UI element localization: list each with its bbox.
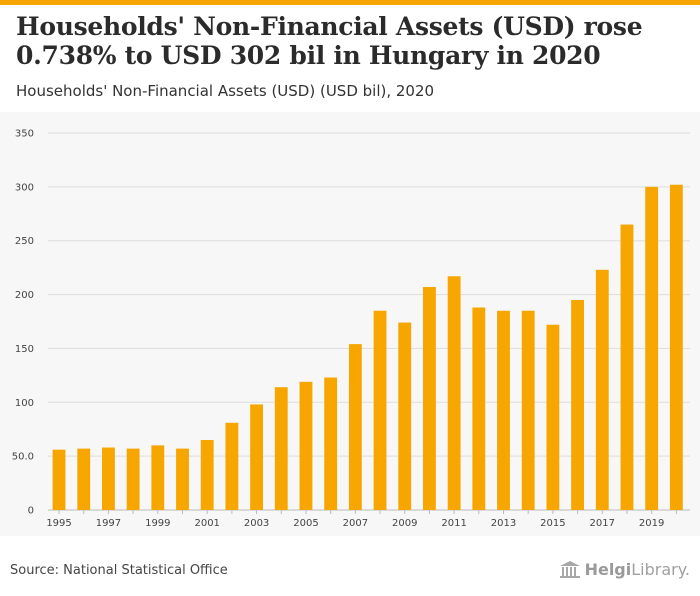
x-tick-label: 1997: [96, 518, 121, 529]
logo-text-bold: Helgi: [584, 560, 632, 579]
bar: [645, 186, 659, 510]
y-tick-label: 300: [15, 182, 34, 193]
x-tick-label: 2001: [194, 518, 219, 529]
bar: [225, 422, 239, 510]
bar: [102, 447, 115, 510]
y-tick-label: 200: [15, 290, 34, 301]
bar: [299, 381, 313, 510]
chart-title: Households' Non-Financial Assets (USD) r…: [16, 12, 643, 70]
bar: [126, 448, 140, 510]
x-tick-label: 2017: [590, 518, 615, 529]
bar: [497, 310, 510, 510]
x-tick-label: 1999: [145, 518, 170, 529]
bar: [521, 310, 535, 510]
y-tick-label: 100: [15, 398, 34, 409]
bar: [669, 184, 683, 510]
source-note: Source: National Statistical Office: [10, 563, 228, 578]
bar: [472, 307, 486, 510]
x-tick-label: 2013: [491, 518, 516, 529]
x-tick-label: 2003: [244, 518, 269, 529]
bar: [398, 322, 412, 510]
bar: [77, 448, 91, 510]
bar: [274, 387, 288, 510]
bar: [250, 404, 264, 510]
y-tick-label: 150: [15, 344, 34, 355]
x-tick-label: 2011: [441, 518, 466, 529]
bar: [52, 449, 66, 510]
bar: [373, 310, 387, 510]
bar: [176, 448, 189, 510]
y-tick-label: 350: [15, 129, 34, 140]
bar: [620, 224, 634, 511]
bar: [324, 377, 338, 510]
bar: [151, 445, 165, 510]
y-tick-label: 0: [28, 506, 34, 517]
logo-text-rest: Library.: [631, 560, 690, 579]
x-tick-label: 2005: [293, 518, 318, 529]
y-tick-label: 50.0: [12, 452, 34, 463]
x-tick-label: 1995: [46, 518, 71, 529]
bar: [546, 324, 560, 510]
bar-chart: 0 50.0 100 150 200 250 300 350 1995 1997 1999 2001 2…: [12, 129, 690, 529]
bar: [595, 269, 609, 510]
bar: [200, 439, 214, 510]
x-tick-label: 2007: [343, 518, 368, 529]
x-tick-label: 2009: [392, 518, 417, 529]
library-building-icon: [559, 560, 580, 578]
x-tick-label: 2019: [639, 518, 664, 529]
x-tick-label: 2015: [540, 518, 565, 529]
y-tick-label: 250: [15, 236, 34, 247]
chart-subtitle: Households' Non-Financial Assets (USD) (…: [16, 82, 435, 100]
bar: [447, 276, 461, 510]
bar: [423, 287, 436, 510]
bar: [348, 344, 362, 510]
accent-bar: [0, 0, 700, 5]
helgi-library-logo: HelgiLibrary.: [559, 560, 690, 579]
bar: [571, 299, 585, 510]
